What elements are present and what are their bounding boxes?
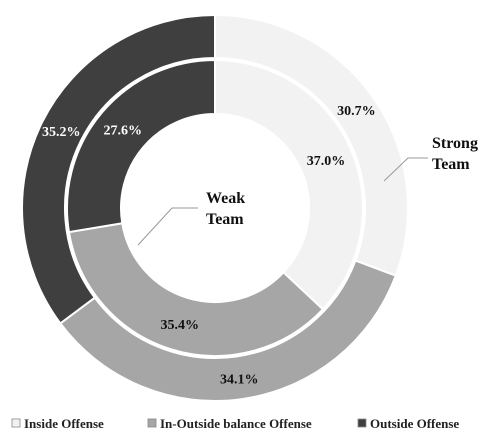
- strong-team-callout-line: [383, 157, 428, 182]
- inner-ring-slice-in-outside-balance-offense: [67, 222, 325, 357]
- inner-ring-slice-inside-offense: [214, 58, 364, 311]
- inner-ring-label-outside-offense: 27.6%: [103, 124, 142, 139]
- legend-label-outside-offense: Outside Offense: [370, 416, 459, 431]
- inner-ring-label-in-outside-balance-offense: 35.4%: [161, 318, 200, 333]
- outer-ring-label-inside-offense: 30.7%: [337, 104, 376, 119]
- slice-labels-group: 30.7% 34.1% 35.2% 37.0% 35.4% 27.6%: [42, 104, 376, 387]
- slices-group: [21, 13, 409, 402]
- weak-team-callout-line: [137, 207, 198, 246]
- inner-ring-label-inside-offense: 37.0%: [307, 154, 346, 169]
- outer-ring-slice-outside-offense: [21, 13, 216, 325]
- inner-ring-slice-outside-offense: [66, 58, 216, 234]
- legend-swatch-outside-offense: [357, 418, 367, 428]
- weak-team-label-line2: Team: [206, 211, 244, 228]
- legend-label-in-outside-balance-offense: In-Outside balance Offense: [160, 416, 312, 431]
- legend-swatch-in-outside-balance-offense: [147, 418, 157, 428]
- legend-swatch-inside-offense: [11, 418, 21, 428]
- strong-team-label-line1: Strong: [432, 135, 478, 152]
- strong-team-label-line2: Team: [432, 156, 470, 173]
- legend: Inside Offense In-Outside balance Offense…: [11, 416, 459, 431]
- outer-ring-label-outside-offense: 35.2%: [42, 125, 81, 140]
- legend-label-inside-offense: Inside Offense: [24, 416, 104, 431]
- outer-ring-label-in-outside-balance-offense: 34.1%: [220, 372, 259, 387]
- weak-team-label-line1: Weak: [206, 190, 245, 207]
